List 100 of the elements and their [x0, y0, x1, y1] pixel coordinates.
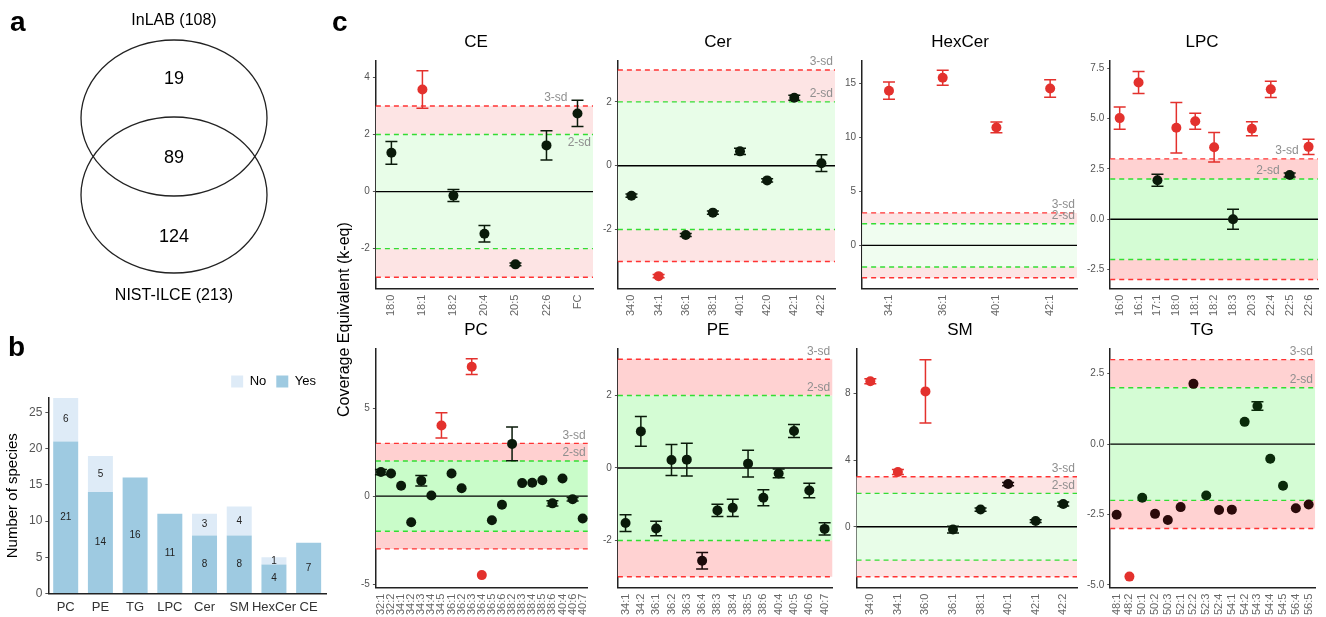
x-tick-label: 34:1 [651, 294, 664, 317]
ref-line-label: 3-sd [1051, 461, 1075, 476]
y-tick-label: 4 [364, 71, 371, 83]
data-label: 7 [305, 561, 312, 573]
x-tick-label: HexCer [251, 598, 297, 614]
y-tick-label: 5 [364, 401, 371, 413]
ref-line-label: 3-sd [809, 54, 833, 69]
text: a [10, 6, 26, 37]
x-tick-label: 36:1 [678, 294, 691, 317]
y-tick-label: -5 [360, 577, 371, 589]
data-label: 8 [236, 557, 243, 569]
x-tick-label: 18:0 [384, 294, 397, 317]
x-tick-label: 50:2 [1148, 593, 1161, 616]
x-tick-label: 40:6 [565, 593, 578, 616]
chart-title: SM [947, 319, 973, 339]
x-tick-label: 42:1 [787, 294, 800, 317]
x-tick-label: 36:2 [664, 593, 677, 616]
x-tick-label: 34:1 [394, 593, 407, 616]
data-label: 6 [62, 413, 69, 425]
data-label: 1 [271, 554, 278, 566]
x-tick-label: 42:2 [814, 294, 827, 317]
y-tick-label: 8 [845, 387, 851, 399]
x-tick-label: 36:1 [935, 294, 948, 317]
x-tick-label: 36:2 [454, 593, 467, 616]
x-tick-label: 34:4 [424, 593, 437, 616]
x-tick-label: FC [570, 294, 583, 310]
x-tick-label: 54:2 [1237, 593, 1250, 616]
data-label: 8 [201, 557, 208, 569]
ref-line-label: 3-sd [1289, 343, 1314, 358]
y-tick-label: -2.5 [1087, 508, 1105, 520]
x-tick-label: 40:1 [733, 294, 746, 317]
x-tick-label: 52:4 [1212, 593, 1225, 616]
x-tick-label: 36:0 [918, 593, 931, 616]
x-tick-label: 38:5 [535, 593, 548, 616]
text: 19 [163, 68, 185, 88]
data-label: 21 [60, 510, 72, 522]
y-tick-label: 4 [845, 453, 851, 465]
x-tick-label: 38:1 [973, 593, 986, 616]
y-tick-label: 0 [850, 239, 857, 251]
x-tick-label: 54:4 [1263, 593, 1276, 616]
x-tick-label: 18:0 [1169, 294, 1182, 317]
x-tick-label: 54:3 [1250, 593, 1263, 616]
x-tick-label: 40:7 [817, 593, 830, 616]
x-tick-label: 50:3 [1160, 593, 1173, 616]
y-tick-label: 10 [28, 513, 43, 528]
x-tick-label: 34:5 [434, 593, 447, 616]
y-tick-label: -2 [602, 223, 613, 235]
x-tick-label: 18:1 [1188, 294, 1201, 317]
y-tick-label: 15 [845, 76, 857, 88]
x-tick-label: 40:5 [787, 593, 800, 616]
x-tick-label: 17:1 [1150, 294, 1163, 317]
y-tick-label: 0 [845, 520, 851, 532]
ref-line-label: 2-sd [1256, 163, 1280, 178]
ref-line-label: 3-sd [562, 427, 586, 442]
data-label: 16 [129, 529, 142, 540]
ref-line-label: 2-sd [1051, 477, 1075, 492]
text: InLAB (108) [130, 11, 218, 28]
ref-line-label: 2-sd [809, 86, 833, 101]
data-label: 4 [271, 572, 278, 584]
y-axis-title: Number of species [3, 433, 21, 559]
x-tick-label: Cer [194, 598, 216, 614]
x-tick-label: 52:2 [1186, 593, 1199, 616]
x-tick-label: 22:4 [1263, 294, 1276, 317]
x-tick-label: TG [126, 598, 145, 614]
y-tick-label: -2 [602, 534, 613, 546]
data-label: 3 [201, 518, 208, 530]
x-tick-label: 38:4 [525, 593, 538, 616]
ref-line-label: 2-sd [1289, 372, 1314, 387]
chart-title: HexCer [931, 31, 990, 51]
ref-line-label: 2-sd [562, 445, 586, 460]
text: NIST-ILCE (213) [113, 286, 235, 303]
x-tick-label: 52:3 [1199, 593, 1212, 616]
x-tick-label: 38:3 [515, 593, 528, 616]
chart-title: PE [706, 319, 730, 339]
y-tick-label: -2.5 [1087, 263, 1105, 275]
y-tick-label: -2 [360, 242, 371, 254]
y-tick-label: 0.0 [1090, 437, 1105, 449]
y-tick-label: 2 [606, 389, 613, 401]
x-tick-label: 38:1 [705, 294, 718, 317]
y-tick-label: 0 [606, 461, 613, 473]
x-tick-label: CE [299, 598, 318, 614]
text: b [8, 331, 26, 362]
chart-title: PC [464, 319, 488, 339]
x-tick-label: 40:6 [802, 593, 815, 616]
text: c [332, 6, 348, 37]
x-tick-label: 40:4 [771, 593, 784, 616]
y-tick-label: 2 [364, 128, 371, 140]
ref-line-label: 3-sd [806, 343, 831, 358]
x-tick-label: 38:2 [505, 593, 518, 616]
legend-label: Yes [294, 373, 317, 389]
y-tick-label: 25 [28, 404, 43, 419]
x-tick-label: 36:4 [695, 593, 708, 616]
x-tick-label: 38:5 [741, 593, 754, 616]
x-tick-label: 18:2 [446, 294, 459, 317]
x-tick-label: 22:6 [539, 294, 552, 317]
data-label: 5 [97, 467, 104, 479]
x-tick-label: 16:1 [1131, 294, 1144, 317]
y-tick-label: 0 [364, 489, 371, 501]
x-tick-label: 34:1 [882, 294, 895, 317]
x-tick-label: 50:1 [1135, 593, 1148, 616]
